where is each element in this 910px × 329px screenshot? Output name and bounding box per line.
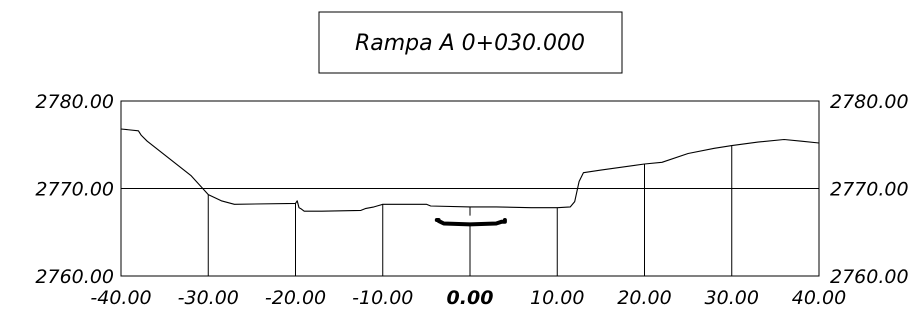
plot-area	[120, 100, 820, 277]
x-axis-ticks: -40.00 -30.00 -20.00 -10.00 0.00 10.00 20.00 30…	[90, 287, 846, 309]
title-frame	[318, 11, 623, 74]
x-tick-label: -30.00	[178, 287, 239, 309]
y-axis-right-ticks: 2780.00 2770.00 2760.00	[830, 91, 909, 288]
terrain-profile-line	[120, 128, 820, 212]
x-tick-label: -40.00	[90, 287, 151, 309]
y-axis-left-ticks: 2780.00 2770.00 2760.00	[35, 91, 114, 288]
road-section-line	[434, 218, 507, 227]
x-tick-label: 10.00	[530, 287, 584, 309]
x-tick-label: -20.00	[265, 287, 326, 309]
y-tick-label-left: 2780.00	[35, 91, 114, 113]
series-layer	[120, 128, 820, 227]
x-tick-label: -10.00	[352, 287, 413, 309]
y-tick-label-right: 2770.00	[830, 179, 909, 201]
x-tick-label: 0.00	[447, 287, 494, 309]
x-tick-label: 20.00	[617, 287, 671, 309]
x-tick-label: 30.00	[705, 287, 759, 309]
y-tick-label-right: 2780.00	[830, 91, 909, 113]
y-tick-label-left: 2770.00	[35, 179, 114, 201]
y-tick-label-right: 2760.00	[830, 266, 909, 288]
title-block: Rampa A 0+030.000	[318, 11, 623, 74]
grid-lines	[121, 145, 819, 276]
x-tick-label: 40.00	[792, 287, 846, 309]
section-title: Rampa A 0+030.000	[355, 31, 585, 56]
y-tick-label-left: 2760.00	[35, 266, 114, 288]
